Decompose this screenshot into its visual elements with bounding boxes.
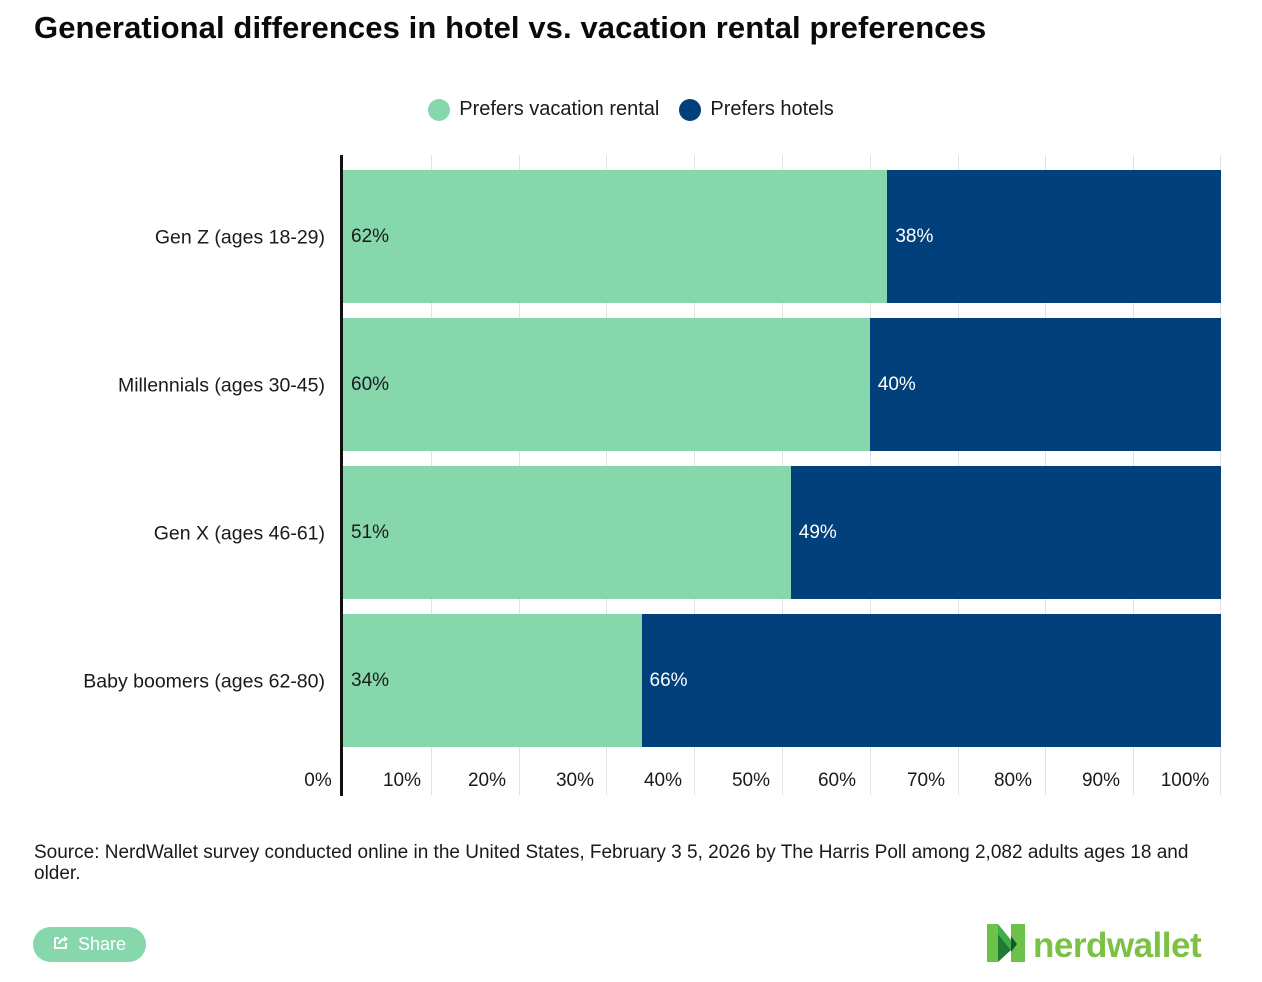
bar-vacation-rental[interactable]: 51% <box>343 466 791 599</box>
x-tick-label: 50% <box>731 770 771 791</box>
category-label: Gen X (ages 46-61) <box>153 522 325 545</box>
x-tick-label: 30% <box>555 770 595 791</box>
data-label: 34% <box>351 669 390 691</box>
plot-area: 62% 38% 60% 40% 51% 49% 34% 66% <box>343 155 1221 795</box>
x-tick-label: 80% <box>993 770 1033 791</box>
data-label: 51% <box>351 521 390 543</box>
legend-dot-icon <box>679 98 702 121</box>
legend-label: Prefers vacation rental <box>459 98 660 120</box>
x-tick-label: 0% <box>304 770 332 791</box>
category-label: Millennials (ages 30-45) <box>117 374 325 397</box>
source-note: Source: NerdWallet survey conducted onli… <box>34 842 1189 884</box>
share-label: Share <box>77 934 127 954</box>
bar-row: 62% 38% <box>343 170 1221 303</box>
nerdwallet-logo: nerdwallet <box>987 923 1202 967</box>
bar-vacation-rental[interactable]: 62% <box>343 170 888 303</box>
bar-row: 51% 49% <box>343 466 1221 599</box>
x-tick-label: 90% <box>1081 770 1121 791</box>
data-label: 49% <box>798 521 837 543</box>
share-icon <box>53 934 70 955</box>
x-tick-label: 20% <box>467 770 507 791</box>
bar-hotels[interactable]: 40% <box>869 318 1221 451</box>
bar-hotels[interactable]: 38% <box>887 170 1221 303</box>
logo-text: nerdwallet <box>1033 925 1202 965</box>
bar-hotels[interactable]: 66% <box>641 614 1221 747</box>
bar-row: 60% 40% <box>343 318 1221 451</box>
data-label: 62% <box>351 225 390 247</box>
legend-dot-icon <box>428 98 451 121</box>
x-tick-label: 40% <box>643 770 683 791</box>
bar-vacation-rental[interactable]: 60% <box>343 318 870 451</box>
legend-item-vacation-rental: Prefers vacation rental <box>428 98 659 121</box>
bar-hotels[interactable]: 49% <box>790 466 1221 599</box>
legend-label: Prefers hotels <box>710 98 834 120</box>
category-label: Baby boomers (ages 62-80) <box>83 670 325 693</box>
x-tick-label: 60% <box>817 770 857 791</box>
data-label: 66% <box>649 669 688 691</box>
bar-row: 34% 66% <box>343 614 1221 747</box>
category-label: Gen Z (ages 18-29) <box>154 226 325 249</box>
x-tick-label: 100% <box>1160 770 1210 791</box>
share-button[interactable]: Share <box>33 927 146 962</box>
chart-title: Generational differences in hotel vs. va… <box>34 10 987 45</box>
nerdwallet-n-icon <box>987 923 1025 967</box>
legend: Prefers vacation rental Prefers hotels <box>0 98 1262 121</box>
y-axis-line <box>340 155 343 796</box>
x-tick-label: 70% <box>906 770 946 791</box>
data-label: 60% <box>351 373 390 395</box>
legend-item-hotels: Prefers hotels <box>679 98 834 121</box>
data-label: 38% <box>895 225 934 247</box>
bar-vacation-rental[interactable]: 34% <box>343 614 642 747</box>
x-tick-label: 10% <box>382 770 422 791</box>
data-label: 40% <box>877 373 916 395</box>
